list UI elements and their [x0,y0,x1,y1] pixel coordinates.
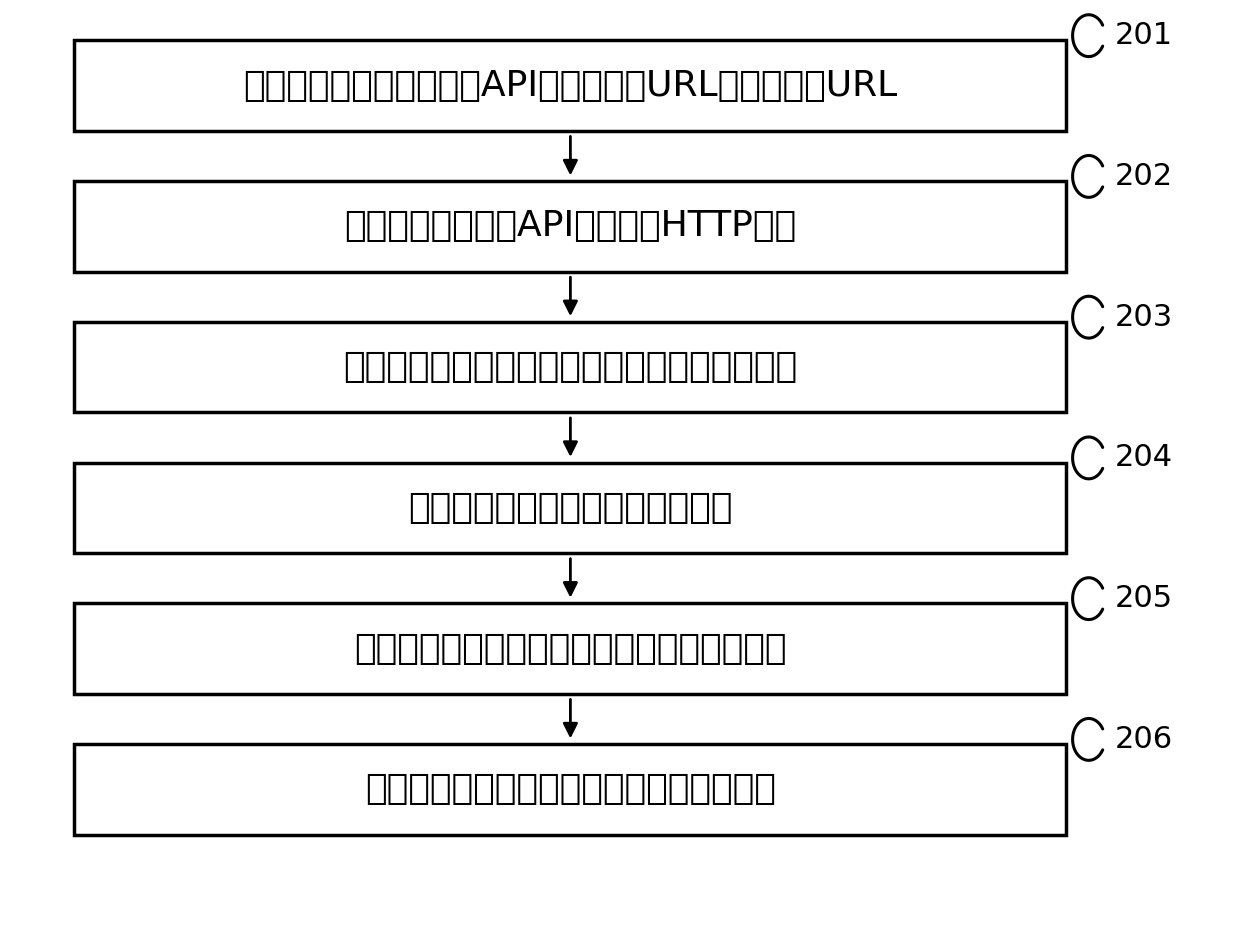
Text: 判断数据内容是否为预定信息内容: 判断数据内容是否为预定信息内容 [408,491,733,525]
FancyBboxPatch shape [74,744,1066,835]
Text: 对天气信息网站提供的数据内容进行分析和识别: 对天气信息网站提供的数据内容进行分析和识别 [343,350,797,384]
Text: 201: 201 [1115,21,1173,50]
Text: 204: 204 [1115,443,1173,473]
Text: 若数据内容为预定信息内容，则抓取数据内容: 若数据内容为预定信息内容，则抓取数据内容 [355,631,786,666]
Text: 生成面向天气信息网站的API接口的种子URL以及后续的URL: 生成面向天气信息网站的API接口的种子URL以及后续的URL [243,68,898,103]
FancyBboxPatch shape [74,604,1066,694]
Text: 205: 205 [1115,584,1173,613]
Text: 206: 206 [1115,725,1173,754]
FancyBboxPatch shape [74,321,1066,412]
FancyBboxPatch shape [74,462,1066,553]
Text: 203: 203 [1115,302,1173,332]
Text: 将抓取的数据内容作为天气数据保存到本地: 将抓取的数据内容作为天气数据保存到本地 [365,772,776,806]
FancyBboxPatch shape [74,181,1066,272]
Text: 向天气信息网站的API接口发送HTTP请求: 向天气信息网站的API接口发送HTTP请求 [345,209,796,243]
FancyBboxPatch shape [74,41,1066,130]
Text: 202: 202 [1115,162,1173,191]
